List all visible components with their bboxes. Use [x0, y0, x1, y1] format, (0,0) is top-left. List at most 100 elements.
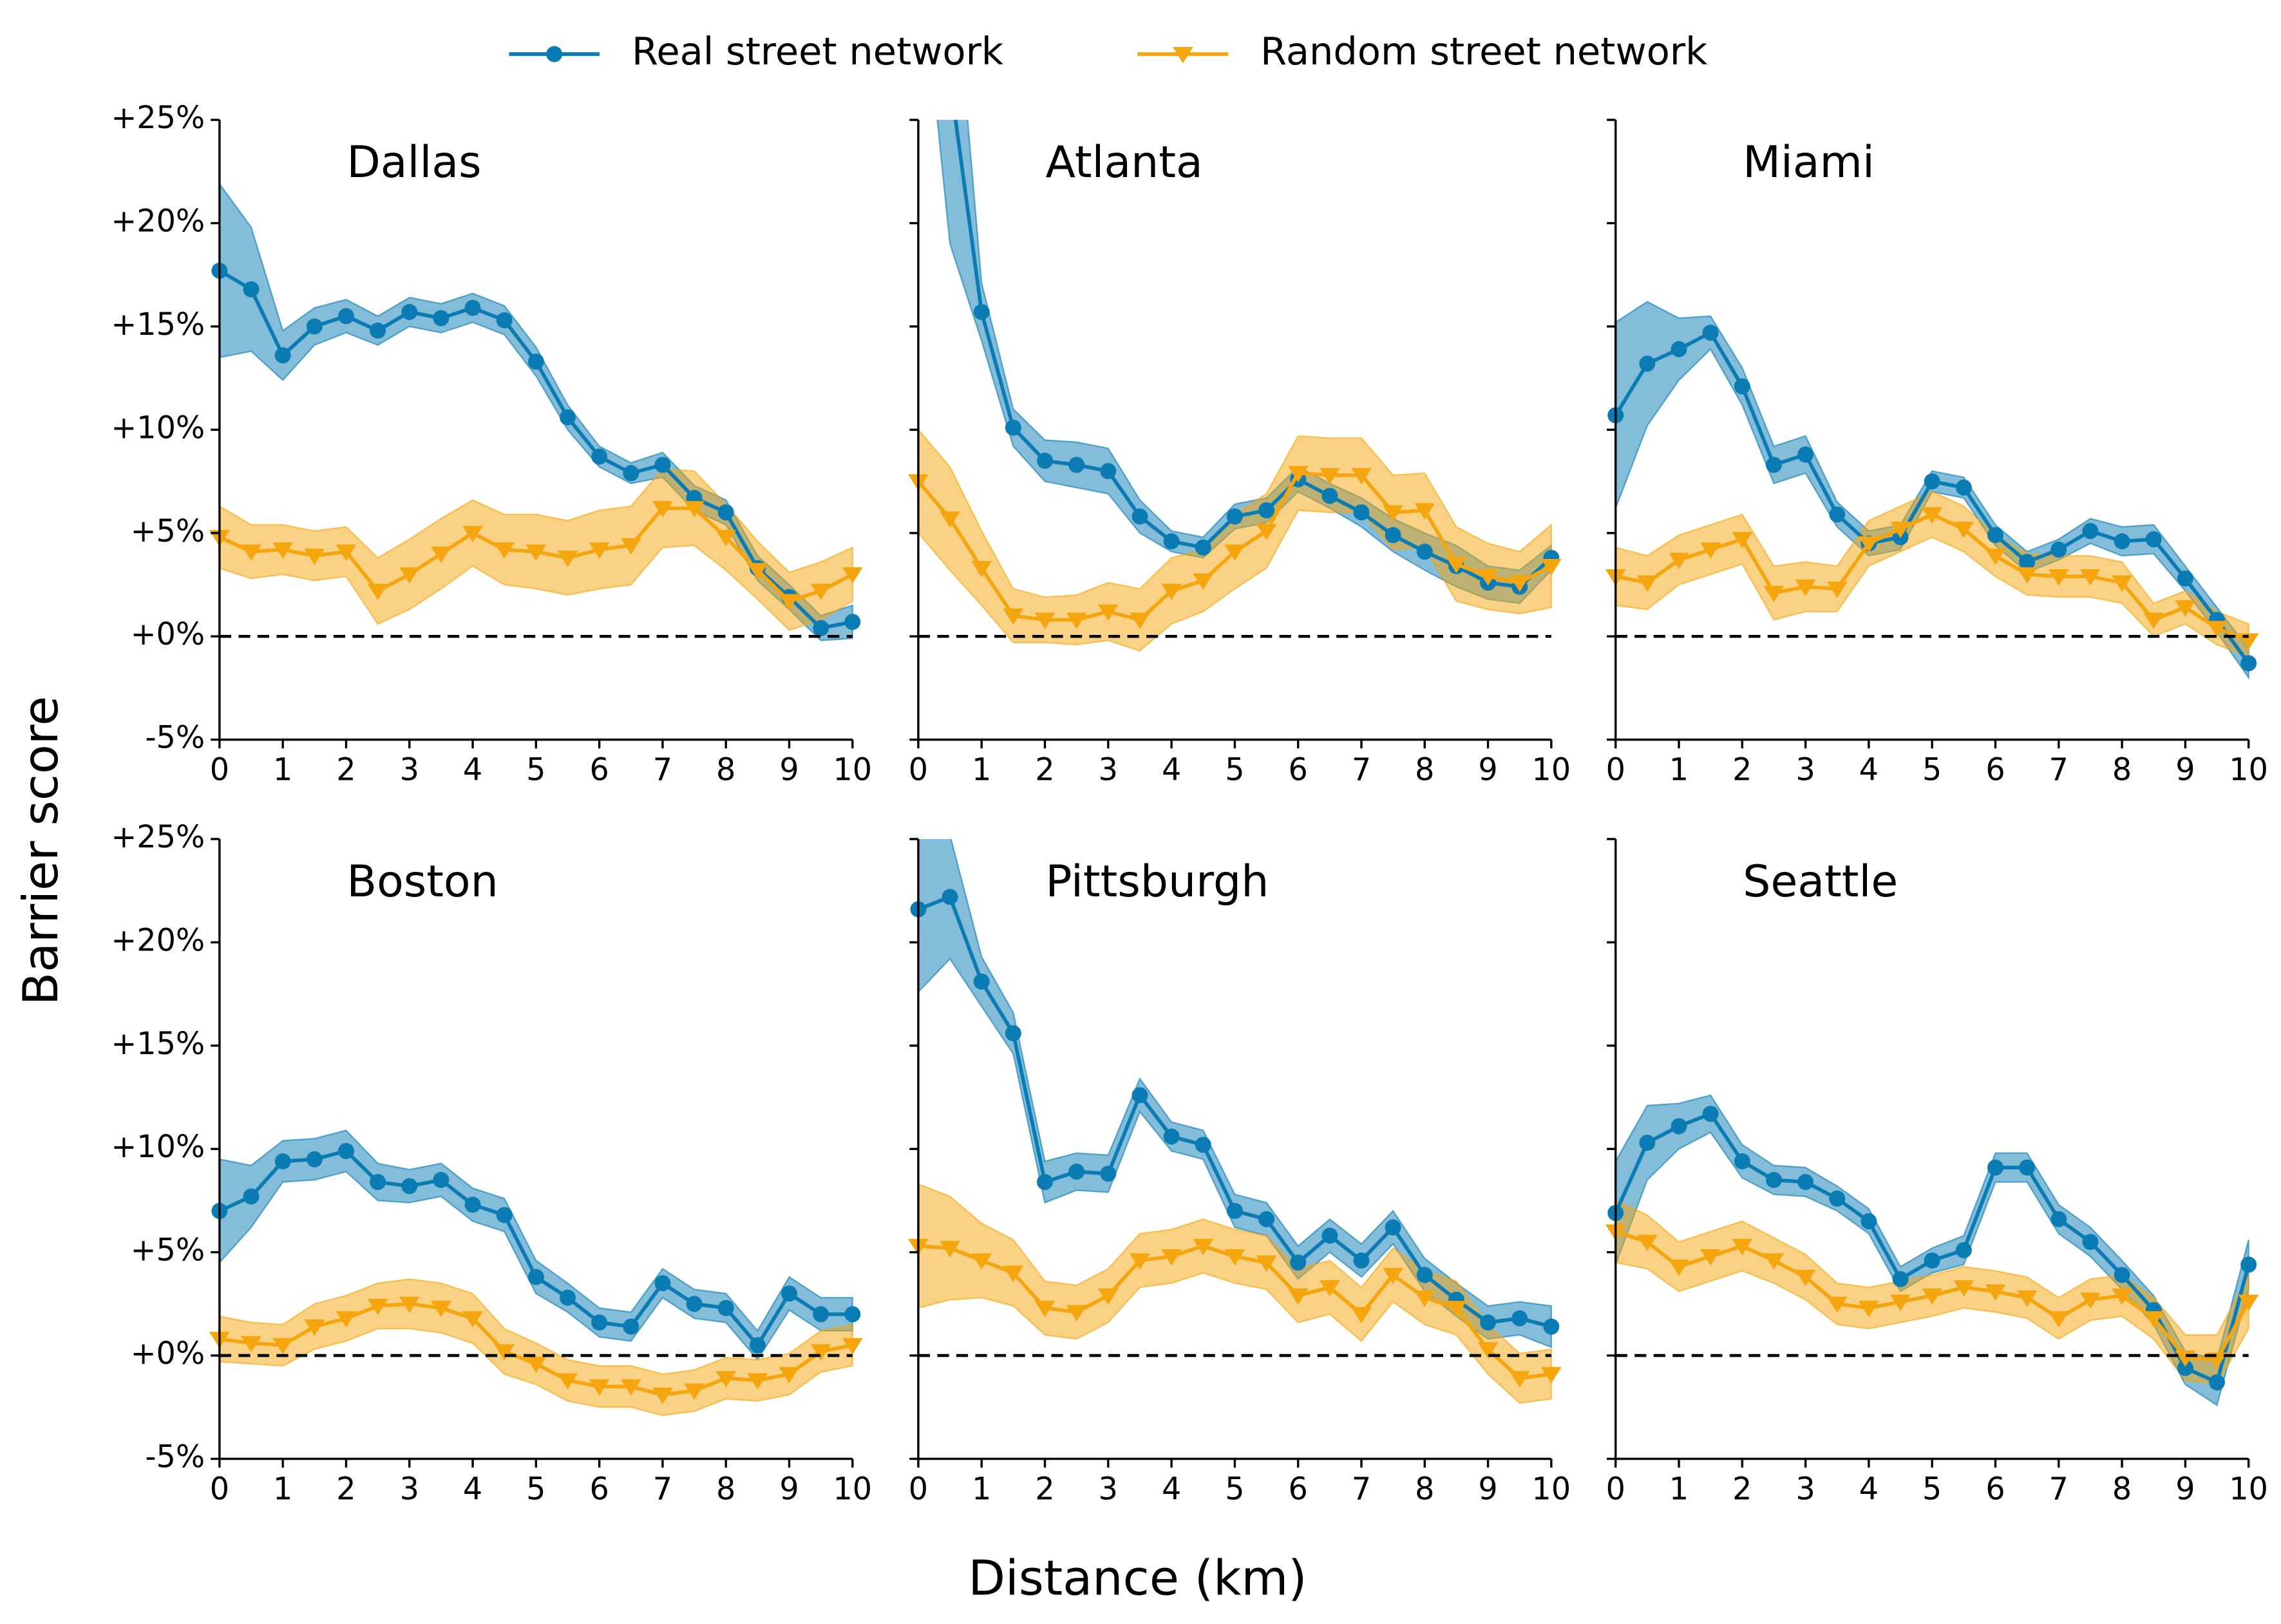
point — [399, 1296, 420, 1314]
x-tick-label: 7 — [653, 753, 672, 788]
point — [1509, 1371, 1530, 1388]
x-tick-label: 9 — [1478, 753, 1497, 788]
point — [1826, 581, 1848, 598]
point — [779, 594, 800, 610]
point — [684, 1383, 705, 1400]
point — [591, 448, 608, 465]
point — [1130, 612, 1150, 629]
point — [462, 1311, 483, 1328]
point — [1540, 1366, 1562, 1384]
point — [589, 542, 610, 559]
point — [1131, 508, 1148, 525]
point — [1256, 1255, 1277, 1272]
point — [779, 1366, 800, 1384]
point — [496, 312, 513, 328]
point — [1669, 1259, 1689, 1276]
x-tick-label: 4 — [1859, 1471, 1879, 1507]
point — [1385, 1219, 1401, 1236]
x-tick-label: 2 — [1732, 753, 1752, 788]
x-tick-label: 7 — [1352, 753, 1371, 788]
point — [306, 1151, 323, 1167]
point — [652, 501, 673, 518]
y-tick-label: +5% — [131, 1233, 205, 1269]
point — [717, 1299, 734, 1316]
y-tick-label: +20% — [111, 204, 205, 240]
point — [2080, 569, 2101, 586]
x-tick-label: 9 — [1478, 1471, 1497, 1507]
point — [1795, 1270, 1816, 1287]
x-tick-label: 6 — [589, 1471, 609, 1507]
point — [1955, 1242, 1972, 1258]
point — [304, 1319, 325, 1336]
point — [1639, 1135, 1656, 1151]
point — [1829, 1190, 1846, 1207]
point — [1922, 1288, 1943, 1305]
point — [1287, 1288, 1309, 1305]
point — [1097, 604, 1119, 621]
y-tick-label: +5% — [131, 514, 205, 549]
legend-marker — [1172, 46, 1193, 64]
x-tick-label: 4 — [1859, 753, 1879, 788]
point — [274, 1153, 291, 1169]
legend-marker — [546, 46, 563, 62]
point — [973, 973, 990, 990]
point — [1256, 524, 1277, 540]
x-tick-label: 8 — [1415, 753, 1434, 788]
x-tick-label: 10 — [833, 1471, 872, 1507]
point — [623, 1318, 639, 1335]
plot-area — [1605, 1094, 2259, 1406]
x-tick-label: 4 — [1162, 1471, 1181, 1507]
point — [620, 1379, 641, 1396]
point — [274, 347, 291, 364]
point — [1100, 463, 1117, 480]
x-tick-label: 2 — [1035, 753, 1054, 788]
point — [304, 548, 325, 565]
point — [1890, 522, 1911, 538]
point — [1892, 1270, 1909, 1287]
x-tick-label: 6 — [1289, 1471, 1308, 1507]
x-tick-label: 6 — [1985, 753, 2005, 788]
x-tick-label: 3 — [400, 1471, 419, 1507]
point — [243, 281, 260, 297]
point — [1480, 1314, 1497, 1331]
x-tick-label: 0 — [909, 1471, 928, 1507]
point — [1702, 1106, 1719, 1122]
x-tick-label: 5 — [1922, 753, 1942, 788]
x-tick-label: 4 — [1162, 753, 1181, 788]
point — [401, 304, 418, 320]
x-tick-label: 9 — [2175, 1471, 2195, 1507]
point — [337, 1142, 354, 1159]
x-tick-label: 9 — [779, 753, 799, 788]
point — [1416, 543, 1433, 560]
point — [1985, 548, 2006, 565]
point — [2016, 567, 2038, 584]
point — [1702, 325, 1719, 341]
point — [717, 504, 734, 521]
point — [1763, 585, 1784, 603]
point — [431, 546, 451, 563]
point — [2114, 533, 2130, 550]
point — [652, 1387, 673, 1404]
point — [337, 308, 354, 325]
point — [1985, 1284, 2006, 1301]
point — [370, 1174, 386, 1191]
point — [1797, 446, 1814, 463]
point — [2080, 1292, 2101, 1309]
point — [1068, 1164, 1085, 1180]
point — [1005, 419, 1021, 436]
point — [1671, 1118, 1687, 1135]
x-tick-label: 9 — [779, 1471, 799, 1507]
x-tick-label: 4 — [463, 753, 482, 788]
point — [1953, 1280, 1974, 1297]
point — [370, 322, 386, 339]
x-tick-label: 10 — [2229, 1471, 2268, 1507]
point — [433, 310, 450, 326]
x-tick-label: 3 — [1099, 1471, 1118, 1507]
x-tick-label: 7 — [1352, 1471, 1371, 1507]
point — [781, 1285, 797, 1302]
confidence-band — [1614, 301, 2249, 681]
point — [813, 1306, 829, 1323]
point — [1987, 1159, 2003, 1176]
point — [1224, 544, 1245, 561]
x-tick-label: 10 — [1532, 1471, 1571, 1507]
